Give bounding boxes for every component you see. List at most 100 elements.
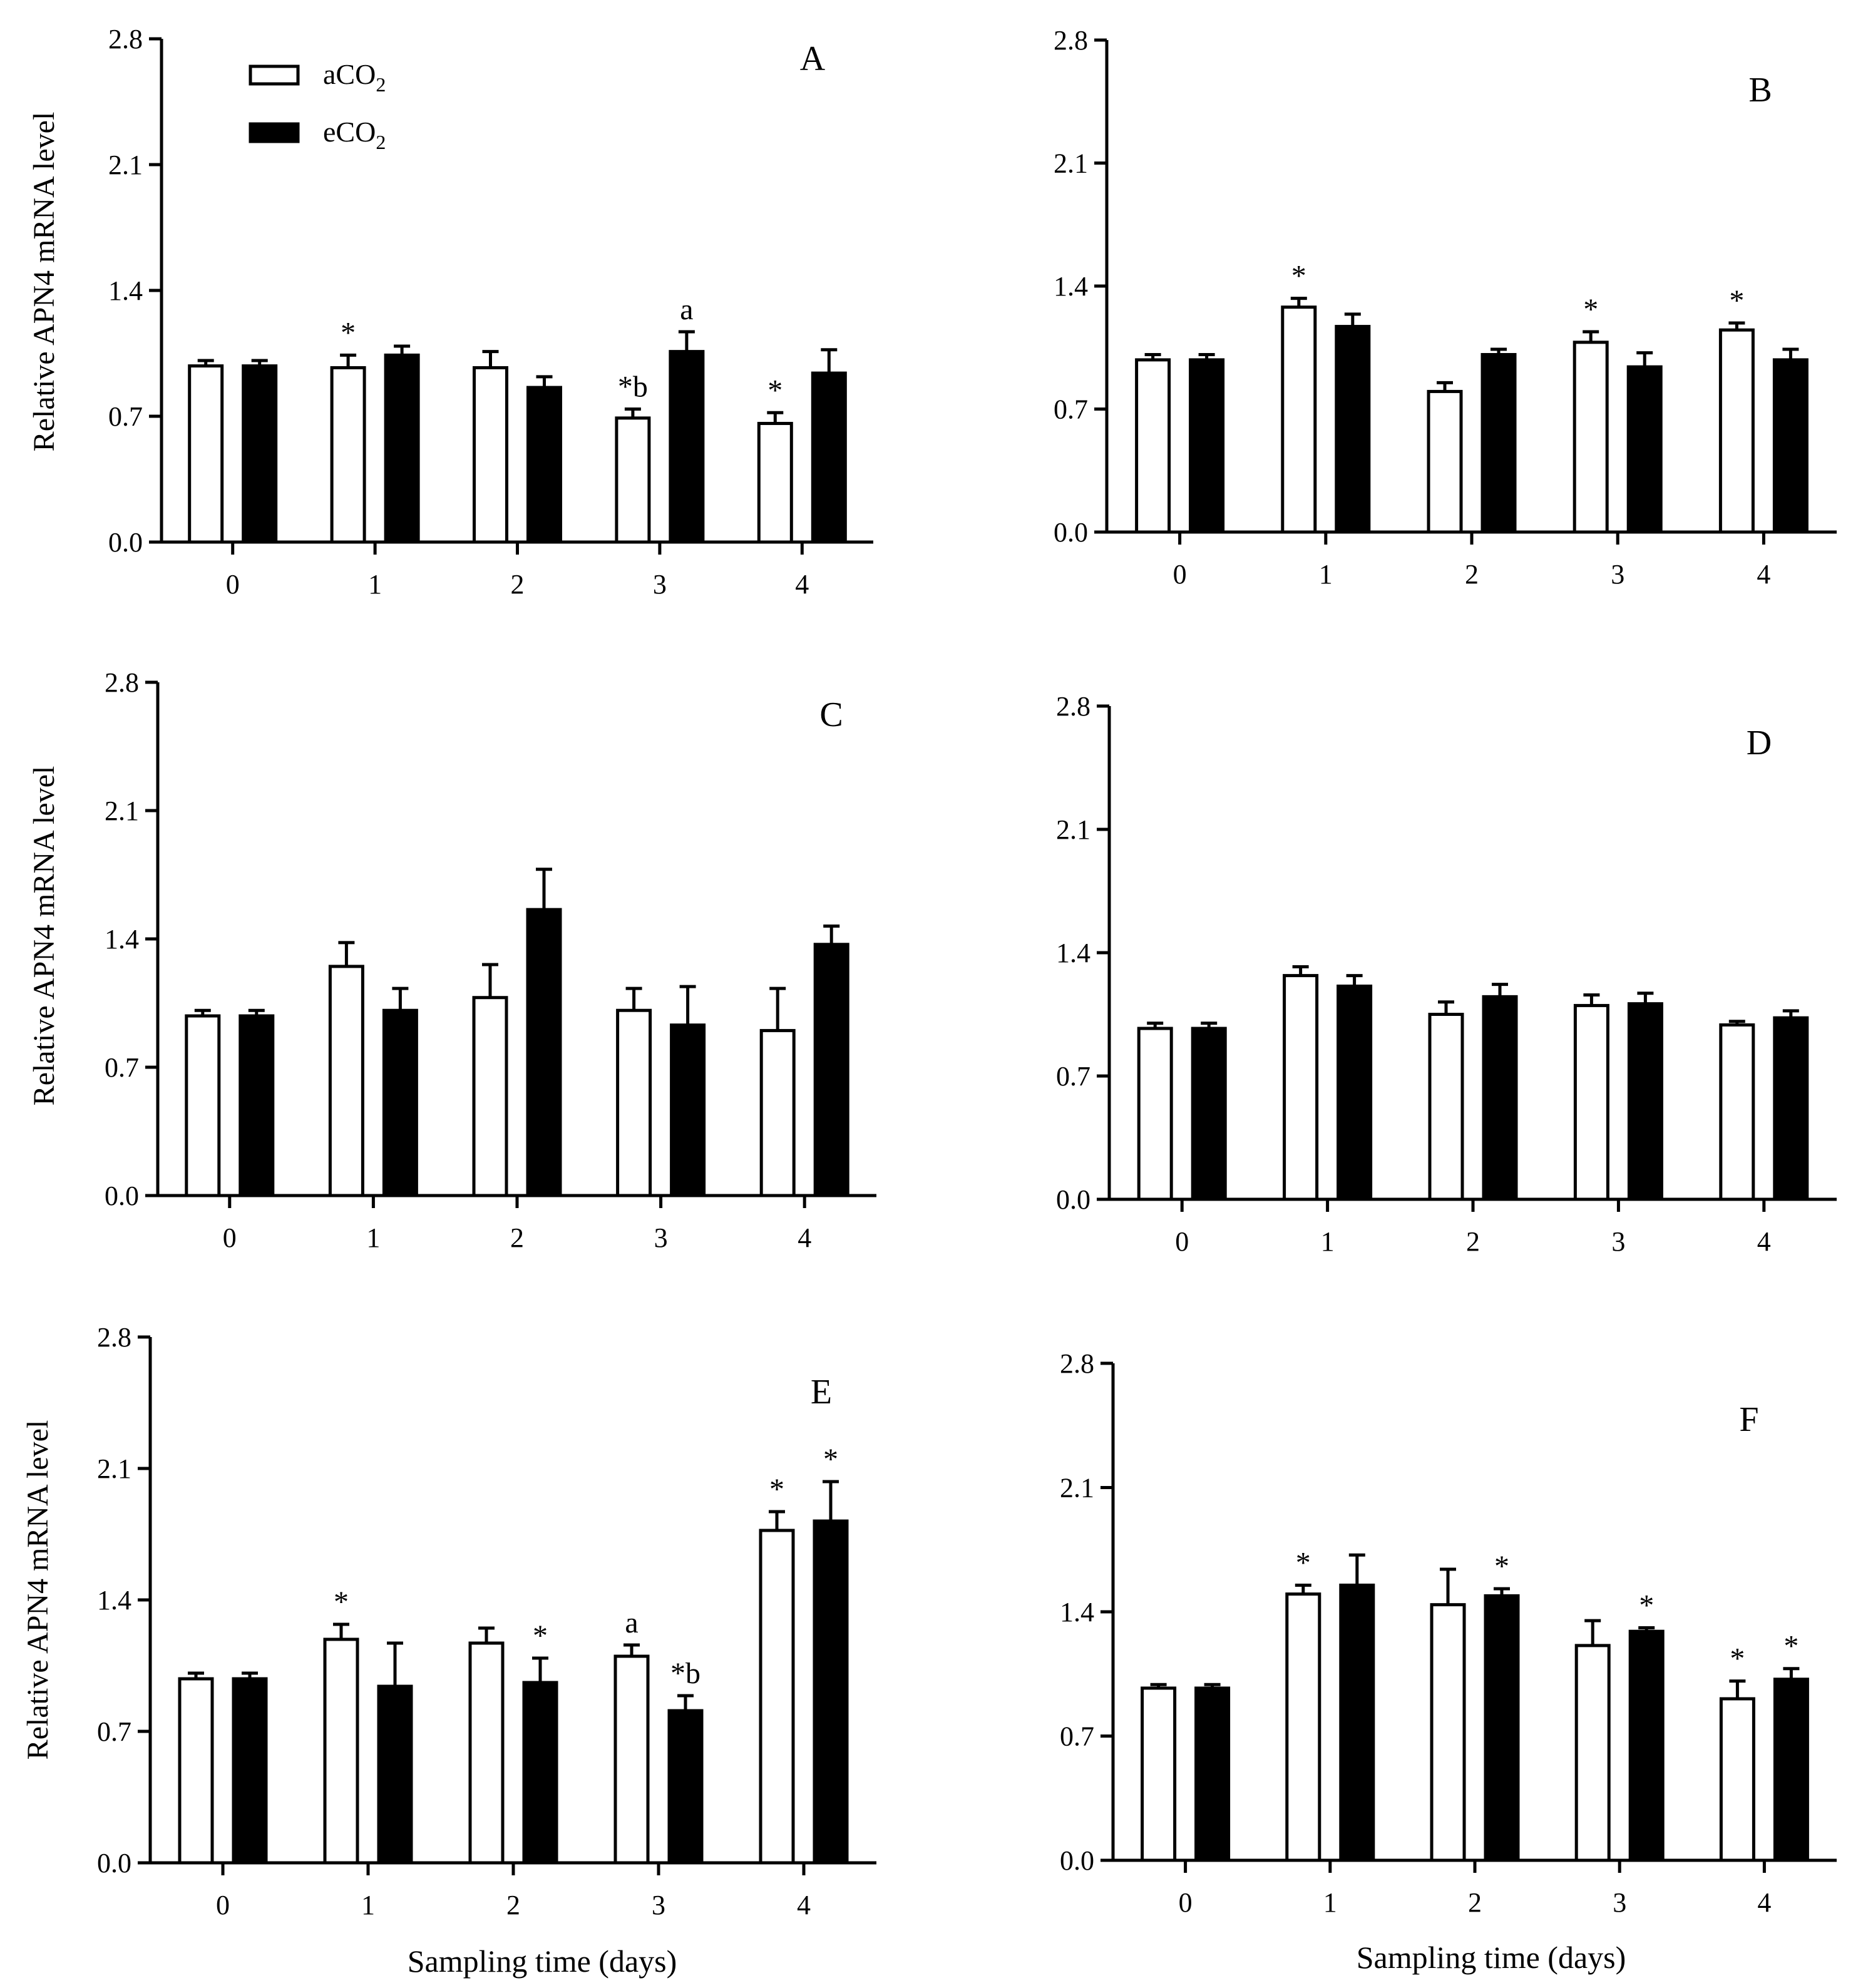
significance-label: * [823,1443,838,1476]
y-tick-label: 0.7 [105,1052,139,1083]
bar-aco2 [1283,974,1319,1201]
legend-swatch-eco2 [249,122,300,143]
bar-aco2 [1281,305,1317,534]
significance-label: * [1296,1546,1311,1579]
panels: A 0.0 0.7 1.4 2.1 2.8 0 1 * 2 3 *b a 4 * B 0.0 0.7 1.4 2.1 2… [97,24,1837,1920]
bar-eco2 [669,350,705,544]
bar-aco2 [328,965,364,1197]
y-tick-label: 2.1 [1056,814,1090,845]
panel-letter-e: E [811,1373,832,1412]
bar-aco2 [1428,1013,1464,1201]
bar-eco2 [239,1014,275,1197]
panel-letter-d: D [1747,724,1772,762]
y-tick-label: 0.7 [97,1716,131,1747]
bar-aco2 [1719,1697,1755,1862]
bar-eco2 [1191,1027,1227,1201]
significance-label: a [625,1606,638,1639]
y-tick-label: 0.7 [108,401,143,432]
y-tick-label: 2.1 [1060,1473,1094,1504]
x-tick-label: 1 [1321,1226,1335,1257]
chart-panel-a: A 0.0 0.7 1.4 2.1 2.8 0 1 * 2 3 *b a 4 * [108,24,873,600]
y-tick-label: 2.8 [108,24,143,54]
x-tick-label: 3 [1611,559,1624,590]
x-tick-label: 0 [223,1222,237,1253]
bar-eco2 [1482,995,1518,1201]
bar-eco2 [1626,365,1663,534]
significance-label: * [1639,1589,1654,1622]
significance-label: a [680,293,693,326]
y-tick-label: 2.8 [1054,25,1088,56]
significance-label: * [767,374,783,407]
x-tick-label: 4 [1757,1887,1771,1918]
bar-eco2 [526,908,562,1197]
y-tick-label: 2.1 [1054,148,1088,179]
x-tick-label: 1 [368,569,382,600]
bar-aco2 [1430,1603,1466,1862]
bar-eco2 [384,353,420,544]
y-tick-label: 0.7 [1054,394,1088,425]
significance-label: * [1730,1642,1745,1676]
x-tick-label: 2 [1465,559,1479,590]
bar-aco2 [1573,341,1609,534]
significance-label: * [1729,284,1744,317]
legend-label-eco2: eCO2 [323,116,386,153]
y-axis-title-a: Relative APN4 mRNA level [28,112,61,452]
y-axis-title-c: Relative APN4 mRNA level [28,766,61,1106]
y-tick-label: 2.1 [108,150,143,180]
x-tick-label: 3 [653,569,667,600]
x-tick-label: 0 [1173,559,1187,590]
legend: aCO2 eCO2 [249,58,386,153]
y-tick-label: 0.0 [105,1181,139,1211]
bar-aco2 [1718,328,1755,534]
chart-panel-b: B 0.0 0.7 1.4 2.1 2.8 0 1 * 2 3 * 4 * [1054,25,1837,590]
bar-eco2 [232,1677,268,1865]
chart-panel-e: E 0.0 0.7 1.4 2.1 2.8 0 1 * 2 * 3 a *b 4 * * [97,1322,876,1920]
significance-label: * [1783,1630,1799,1663]
bar-aco2 [1719,1023,1755,1201]
bar-aco2 [1427,389,1463,534]
x-tick-label: 0 [1179,1887,1193,1918]
significance-label: *b [670,1657,700,1690]
bar-aco2 [1137,1027,1173,1201]
x-tick-label: 4 [795,569,809,600]
legend-label-aco2: aCO2 [323,58,386,96]
x-tick-label: 4 [798,1222,811,1253]
y-tick-label: 1.4 [108,275,143,306]
bar-aco2 [1285,1592,1321,1862]
y-tick-label: 0.0 [1054,517,1088,548]
bar-aco2 [473,366,508,544]
y-tick-label: 1.4 [105,924,139,955]
bar-aco2 [188,364,224,544]
bar-eco2 [813,943,849,1197]
bar-aco2 [323,1637,359,1865]
bar-aco2 [1574,1644,1611,1862]
bar-eco2 [526,386,562,544]
bar-eco2 [1484,1594,1520,1862]
bar-aco2 [1141,1686,1177,1862]
x-tick-label: 2 [511,569,525,600]
significance-label: *b [618,371,648,404]
panel-letter-c: C [819,695,843,734]
significance-label: * [341,316,356,349]
x-tick-label: 4 [1757,1226,1771,1257]
bar-aco2 [1135,358,1171,534]
significance-label: * [1583,293,1598,326]
significance-label: * [769,1473,784,1506]
panel-letter-a: A [800,39,826,78]
y-tick-label: 2.1 [105,796,139,826]
bar-aco2 [330,366,366,544]
bar-aco2 [759,1028,796,1197]
chart-panel-d: D 0.0 0.7 1.4 2.1 2.8 0 1 2 3 4 [1056,691,1837,1257]
bar-eco2 [1189,358,1225,534]
bar-eco2 [1480,352,1517,534]
y-tick-label: 2.8 [1060,1348,1094,1379]
bar-eco2 [670,1023,706,1197]
significance-label: * [1291,260,1306,293]
bar-aco2 [185,1014,221,1197]
y-tick-label: 2.8 [97,1322,131,1353]
x-tick-label: 1 [361,1890,375,1920]
bar-eco2 [242,364,278,544]
bar-eco2 [1773,1678,1809,1862]
bar-eco2 [811,371,847,544]
